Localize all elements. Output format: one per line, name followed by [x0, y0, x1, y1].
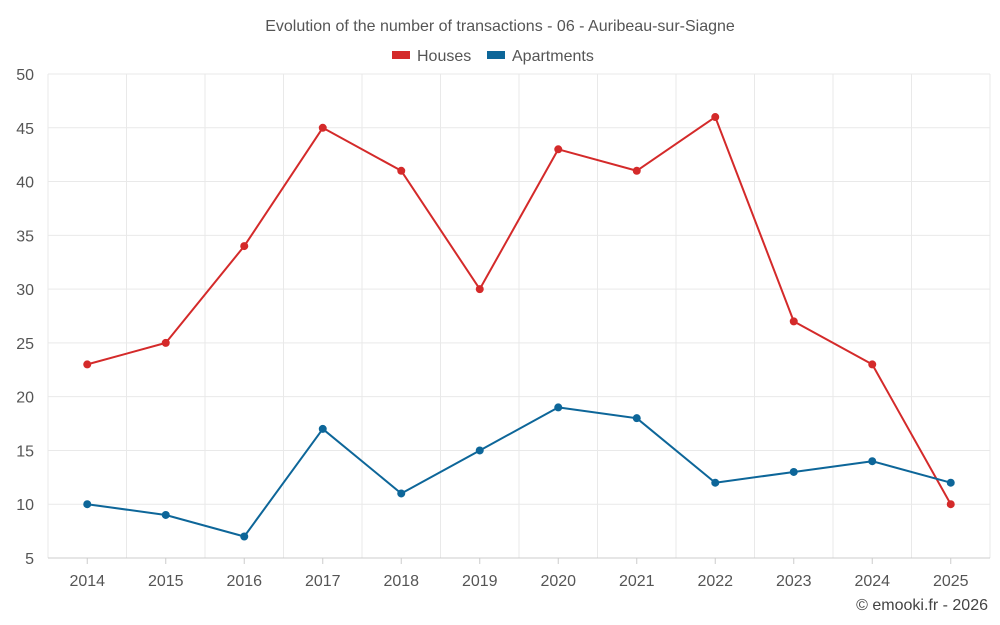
x-tick-label: 2020 [540, 573, 576, 590]
data-point-houses[interactable] [868, 360, 877, 369]
series-line-houses [86, 116, 952, 505]
legend-item-houses[interactable]: Houses [392, 48, 471, 65]
credit-label: © emooki.fr - 2026 [856, 597, 988, 614]
data-point-apartments[interactable] [868, 457, 877, 466]
data-point-houses[interactable] [554, 145, 563, 154]
data-point-houses[interactable] [632, 166, 641, 175]
x-tick-label: 2019 [462, 573, 498, 590]
y-tick-label: 45 [16, 121, 34, 138]
chart-title: Evolution of the number of transactions … [265, 18, 735, 35]
data-point-apartments[interactable] [318, 424, 327, 433]
data-point-apartments[interactable] [397, 489, 406, 498]
plot-area [83, 113, 955, 541]
data-point-apartments[interactable] [711, 478, 720, 487]
y-tick-label: 30 [16, 282, 34, 299]
y-tick-label: 20 [16, 390, 34, 407]
y-tick-label: 25 [16, 336, 34, 353]
data-point-apartments[interactable] [632, 414, 641, 423]
y-tick-label: 15 [16, 443, 34, 460]
legend-swatch-apartments [487, 51, 505, 59]
x-tick-label: 2014 [69, 573, 105, 590]
data-point-houses[interactable] [397, 166, 406, 175]
x-tick-label: 2024 [854, 573, 890, 590]
legend: Houses Apartments [392, 48, 594, 65]
legend-label-houses: Houses [417, 48, 471, 65]
series-line-apartments [87, 406, 952, 538]
data-point-houses[interactable] [240, 242, 249, 251]
x-tick-label: 2015 [148, 573, 184, 590]
data-point-apartments[interactable] [789, 467, 798, 476]
y-tick-label: 50 [16, 67, 34, 84]
legend-item-apartments[interactable]: Apartments [487, 48, 594, 65]
data-point-apartments[interactable] [946, 478, 955, 487]
data-point-houses[interactable] [83, 360, 92, 369]
x-tick-label: 2016 [226, 573, 262, 590]
y-tick-label: 5 [25, 551, 34, 568]
data-point-apartments[interactable] [161, 510, 170, 519]
data-point-houses[interactable] [318, 123, 327, 132]
data-point-apartments[interactable] [554, 403, 563, 412]
data-point-houses[interactable] [161, 338, 170, 347]
data-point-houses[interactable] [711, 113, 720, 122]
legend-swatch-houses [392, 51, 410, 59]
y-tick-label: 35 [16, 228, 34, 245]
grid [47, 73, 991, 559]
data-point-apartments[interactable] [475, 446, 484, 455]
data-point-apartments[interactable] [240, 532, 249, 541]
x-tick-label: 2021 [619, 573, 655, 590]
data-point-houses[interactable] [946, 500, 955, 509]
data-point-houses[interactable] [789, 317, 798, 326]
x-tick-label: 2018 [383, 573, 419, 590]
y-tick-label: 40 [16, 175, 34, 192]
legend-label-apartments: Apartments [512, 48, 594, 65]
x-tick-label: 2023 [776, 573, 812, 590]
x-tick-label: 2022 [697, 573, 733, 590]
data-point-houses[interactable] [475, 285, 484, 294]
y-tick-label: 10 [16, 497, 34, 514]
x-tick-label: 2017 [305, 573, 341, 590]
data-point-apartments[interactable] [83, 500, 92, 509]
x-tick-label: 2025 [933, 573, 969, 590]
